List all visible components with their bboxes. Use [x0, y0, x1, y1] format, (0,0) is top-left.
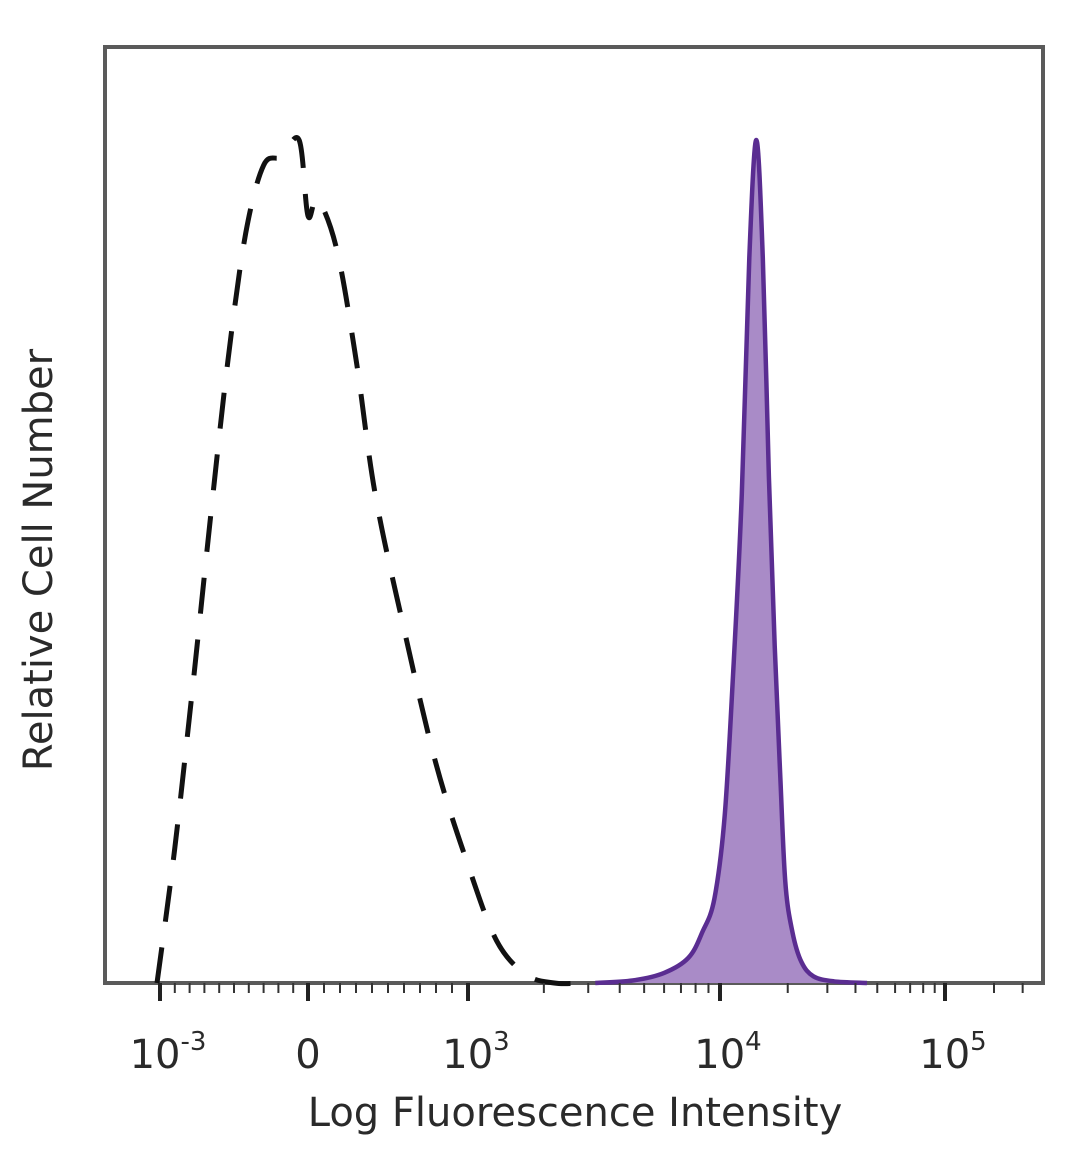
x-tick-label-exponent: 3: [493, 1027, 510, 1057]
plot-area: 10-3 0 103 104 105: [103, 45, 1045, 1078]
x-tick-label-base: 10: [694, 1032, 745, 1078]
x-tick-label-4: 105: [919, 1027, 986, 1078]
x-tick-label-2: 103: [442, 1027, 509, 1078]
series-0-line: [154, 135, 581, 987]
x-tick-label-base: 0: [295, 1032, 320, 1078]
y-axis-label: Relative Cell Number: [16, 348, 62, 771]
plot-frame: [103, 45, 1045, 985]
x-tick-label-0: 10-3: [130, 1027, 207, 1078]
x-axis-label: Log Fluorescence Intensity: [308, 1090, 843, 1136]
x-tick-label-exponent: -3: [180, 1027, 206, 1057]
series-1-line: [595, 137, 868, 986]
x-tick-label-exponent: 5: [970, 1027, 987, 1057]
x-tick-label-base: 10: [442, 1032, 493, 1078]
x-tick-label-3: 104: [694, 1027, 761, 1078]
x-tick-label-1: 0: [295, 1032, 320, 1078]
x-tick-label-base: 10: [130, 1032, 181, 1078]
x-tick-label-exponent: 4: [745, 1027, 762, 1057]
x-tick-label-base: 10: [919, 1032, 970, 1078]
series-1-area: [595, 140, 867, 983]
